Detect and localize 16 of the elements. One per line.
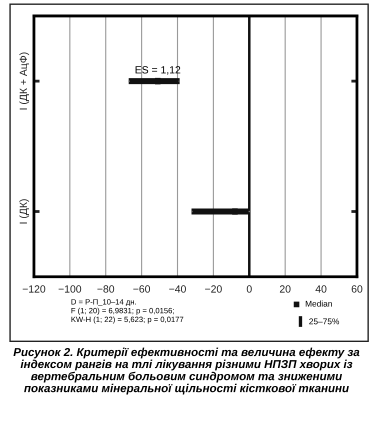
x-tick-label: 0	[246, 285, 252, 293]
text: Рисунок 2. Критерії ефективності та величина ефекту за індексом рангів на тлі лікування різними НПЗП хворих із вертебральним больовим синдромом та зниженими показниками мінеральної щільності кісткової тканини	[13, 348, 360, 395]
x-tick-label: −40	[169, 285, 186, 293]
x-tick-label: −80	[97, 285, 114, 293]
x-tick-label: −20	[205, 285, 222, 293]
x-tick-label: −120	[22, 285, 46, 293]
text: Median	[306, 300, 332, 307]
x-tick-label: −60	[133, 285, 150, 293]
x-tick-label: 60	[352, 285, 362, 293]
x-tick-label: −100	[58, 285, 82, 293]
annotation: ES = 1,12	[136, 66, 180, 75]
legend-label: 25–75%	[309, 318, 340, 324]
x-tick-label: 20	[280, 285, 291, 293]
x-tick-label: 40	[316, 285, 326, 293]
y-tick-label: I (ДК + АцФ)	[19, 52, 30, 110]
y-tick-label: I (ДК)	[19, 199, 30, 224]
